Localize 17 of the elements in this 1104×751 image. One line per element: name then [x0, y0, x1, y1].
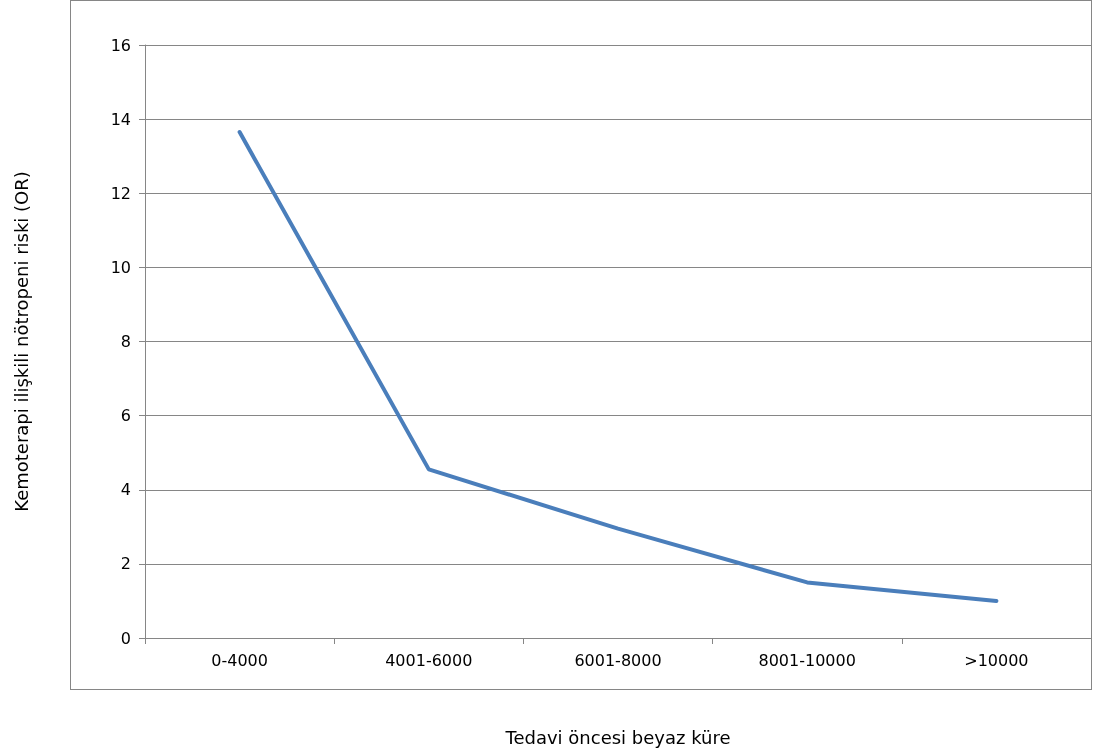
x-tick-label: 0-4000 — [211, 650, 268, 670]
y-tick-label: 16 — [110, 35, 131, 55]
y-tick-label: 0 — [120, 628, 131, 648]
x-tick-label: >10000 — [964, 650, 1029, 670]
x-tick-label: 8001-10000 — [758, 650, 856, 670]
y-tick-label: 4 — [120, 480, 131, 500]
y-tick-label: 10 — [110, 257, 131, 277]
y-tick-label: 6 — [120, 406, 131, 426]
y-tick-label: 8 — [120, 332, 131, 351]
y-tick-label: 2 — [120, 554, 131, 574]
x-axis-title: Tedavi öncesi beyaz küre — [504, 726, 731, 748]
line-series — [237, 130, 999, 603]
y-tick-label: 14 — [110, 109, 131, 129]
y-tick-label: 12 — [110, 183, 131, 203]
x-tick-label: 6001-8000 — [574, 650, 662, 670]
y-axis-title: Kemoterapi ilişkili nötropeni riski (OR) — [10, 171, 32, 512]
x-tick-label: 4001-6000 — [385, 650, 473, 670]
